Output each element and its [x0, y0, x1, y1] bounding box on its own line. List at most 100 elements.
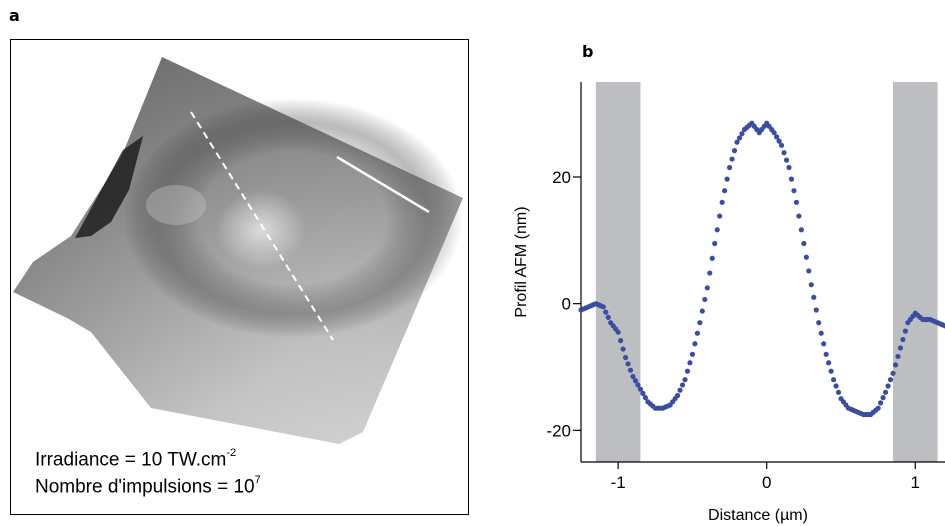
data-point [823, 351, 829, 357]
data-point-interp [739, 131, 745, 137]
afm-image-panel: Irradiance = 10 TW.cm-2 Nombre d'impulsi… [10, 39, 469, 515]
data-point [793, 199, 800, 205]
data-point [615, 329, 621, 335]
data-point [890, 370, 896, 376]
data-point [697, 320, 703, 326]
data-point-interp [635, 382, 641, 388]
data-point-interp [885, 383, 891, 389]
data-point-interp [625, 361, 631, 367]
data-point-interp [798, 227, 804, 233]
data-point-interp [796, 213, 802, 219]
panel-a-label: a [9, 6, 20, 25]
data-point-interp [717, 213, 723, 219]
pulses-caption: Nombre d'impulsions = 107 [35, 474, 261, 498]
x-tick-label: 0 [762, 473, 771, 492]
data-point [801, 240, 807, 247]
data-point-interp [791, 188, 797, 194]
data-point-interp [603, 309, 609, 315]
y-tick-label: 20 [552, 168, 571, 187]
afm-topography-image [13, 57, 463, 444]
data-point [674, 392, 681, 399]
data-point-interp [774, 134, 780, 140]
data-point [704, 285, 710, 291]
data-point-interp [783, 157, 790, 163]
y-tick-label: -20 [546, 421, 571, 440]
data-point-interp [731, 148, 738, 154]
data-point [830, 377, 837, 383]
data-point [622, 354, 629, 361]
data-point-interp [803, 254, 809, 260]
data-point [637, 386, 644, 392]
irradiance-exponent: -2 [226, 447, 237, 459]
data-point [808, 282, 814, 288]
irradiance-caption: Irradiance = 10 TW.cm-2 [35, 447, 237, 471]
shaded-band-1 [595, 82, 641, 462]
data-point [682, 377, 688, 383]
data-point-interp [677, 387, 683, 393]
data-point-interp [627, 367, 634, 373]
pulses-text: Nombre d'impulsions = 10 [35, 476, 255, 498]
data-point-interp [714, 227, 720, 233]
x-tick-label: -1 [611, 473, 626, 492]
data-point-interp [640, 390, 646, 396]
data-point-interp [788, 176, 795, 182]
data-point [882, 389, 889, 395]
afm-dark-edge [75, 136, 143, 238]
data-point-interp [709, 255, 715, 261]
data-point-interp [878, 400, 884, 406]
data-point [875, 405, 881, 411]
data-point-interp [687, 360, 693, 366]
x-tick-label: 1 [911, 473, 920, 492]
data-point-interp [605, 314, 611, 320]
irradiance-text: Irradiance = 10 TW.cm [35, 449, 227, 471]
panel-b-label: b [582, 42, 594, 61]
data-point [734, 139, 740, 145]
data-point-interp [679, 382, 686, 388]
data-point [897, 345, 904, 351]
data-point-interp [692, 341, 698, 347]
data-point-interp [702, 296, 708, 303]
data-point [816, 320, 822, 326]
data-point-interp [895, 353, 901, 360]
shaded-band-2 [893, 82, 938, 462]
data-point [712, 240, 718, 247]
data-point-interp [736, 135, 743, 141]
data-point-interp [880, 395, 886, 401]
data-point-interp [833, 383, 839, 389]
data-point-interp [902, 328, 908, 334]
data-point-interp [729, 156, 735, 162]
pulses-exponent: 7 [254, 474, 261, 486]
data-point [778, 142, 785, 148]
data-point-interp [776, 138, 782, 144]
data-point [786, 164, 792, 171]
y-axis-title: Profil AFM (nm) [513, 206, 530, 317]
data-point-interp [694, 330, 700, 336]
data-point-interp [900, 336, 906, 343]
data-point-interp [821, 341, 827, 347]
data-point-interp [887, 377, 894, 383]
data-point [600, 304, 606, 310]
data-point [726, 164, 733, 171]
data-point-interp [818, 330, 824, 336]
data-point-interp [618, 338, 624, 344]
scale-bar [336, 155, 430, 214]
data-point-interp [835, 389, 842, 395]
data-point [771, 130, 777, 136]
data-point-interp [632, 378, 639, 384]
data-point [689, 351, 696, 357]
data-point-interp [699, 308, 705, 314]
x-axis-title: Distance (µm) [708, 507, 808, 524]
data-point-interp [707, 270, 713, 276]
data-point [942, 323, 945, 329]
data-point-interp [722, 188, 728, 194]
data-point-interp [620, 346, 626, 352]
data-point-interp [826, 360, 832, 366]
data-point-interp [724, 176, 730, 182]
data-point-interp [892, 362, 899, 368]
data-point-interp [642, 395, 648, 401]
y-tick-label: 0 [562, 295, 571, 314]
data-point [719, 199, 725, 205]
profile-line [190, 111, 334, 341]
data-point-interp [811, 294, 817, 300]
